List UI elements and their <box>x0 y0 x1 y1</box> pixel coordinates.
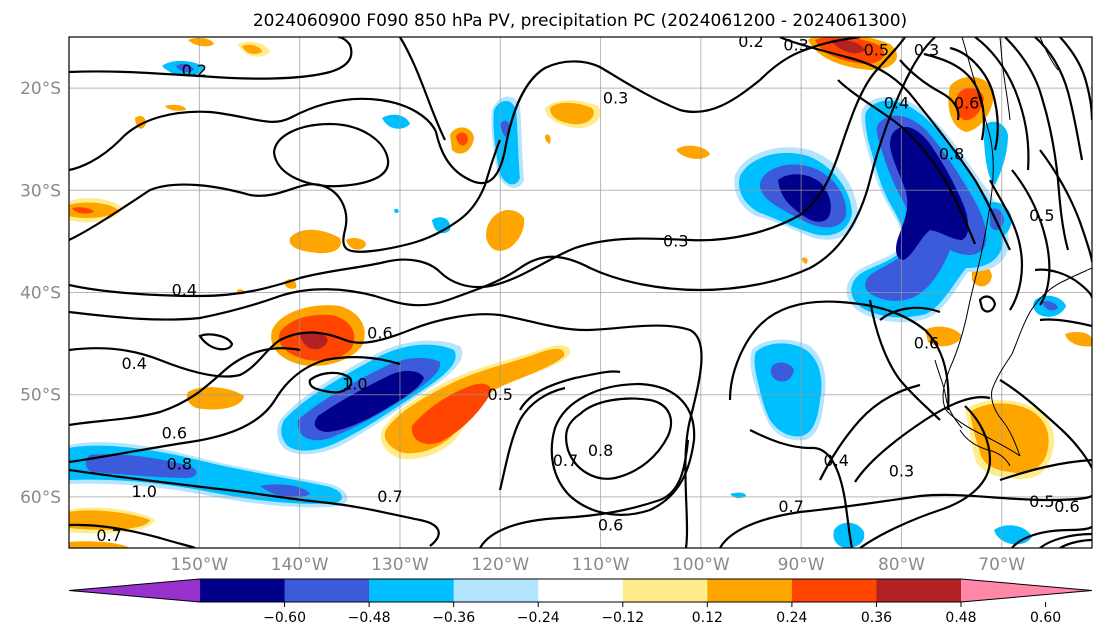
colorbar-tick-label: 0.48 <box>945 610 976 626</box>
contour-value-label: 0.4 <box>884 94 909 113</box>
lat-tick-label: 50°S <box>20 386 61 406</box>
lat-tick-label: 20°S <box>20 79 61 99</box>
contour-value-label: 0.3 <box>914 40 939 59</box>
colorbar-outline <box>68 578 1093 603</box>
lat-tick-label: 60°S <box>20 488 61 508</box>
lon-tick-label: 80°W <box>878 555 925 575</box>
colorbar: −0.60 −0.48 −0.36 −0.24 −0.12 0.12 0.24 0.36 0.4… <box>68 578 1093 626</box>
contour-value-label: 0.7 <box>377 487 402 506</box>
colorbar-segment <box>538 579 624 602</box>
longitude-labels: 150°W 140°W 130°W 120°W 110°W 100°W 90°W 80°W 70… <box>170 555 1025 575</box>
colorbar-segment <box>200 579 286 602</box>
contour-value-label: 0.4 <box>824 451 849 470</box>
contour-value-label: 0.4 <box>172 281 197 300</box>
colorbar-segment <box>791 579 877 602</box>
contour-value-label: 0.6 <box>162 424 187 443</box>
lon-tick-label: 100°W <box>672 555 730 575</box>
lat-tick-label: 40°S <box>20 284 61 304</box>
precip-negative-shading <box>69 60 1066 548</box>
contour-value-label: 0.2 <box>738 32 763 51</box>
lat-tick-label: 30°S <box>20 181 61 201</box>
colorbar-tick-label: −0.36 <box>432 610 475 626</box>
contour-value-label: 0.6 <box>598 516 623 535</box>
contour-value-label: 0.6 <box>954 94 979 113</box>
lon-tick-label: 70°W <box>978 555 1025 575</box>
contour-value-label: 0.7 <box>553 451 578 470</box>
contour-value-label: 0.7 <box>96 526 121 545</box>
colorbar-tick-label: −0.48 <box>348 610 391 626</box>
colorbar-extend-high <box>961 579 1092 602</box>
figure-title: 2024060900 F090 850 hPa PV, precipitatio… <box>253 11 907 31</box>
contour-value-label: 0.2 <box>182 61 207 80</box>
latitude-labels: 20°S 30°S 40°S 50°S 60°S <box>20 79 61 508</box>
colorbar-segment <box>876 579 962 602</box>
colorbar-tick-label: −0.24 <box>517 610 560 626</box>
map-body: 0.20.2 0.3 0.5 0.30.3 0.4 0.60.80.30.50.40.60… <box>69 32 1092 548</box>
lon-tick-label: 120°W <box>471 555 529 575</box>
lon-tick-label: 110°W <box>572 555 630 575</box>
colorbar-tick-label: 0.60 <box>1030 610 1061 626</box>
colorbar-segment <box>707 579 793 602</box>
contour-value-label: 1.0 <box>131 482 156 501</box>
contour-value-label: 0.8 <box>588 441 613 460</box>
contour-value-label: 1.0 <box>342 375 367 394</box>
colorbar-tick-label: 0.24 <box>776 610 807 626</box>
colorbar-tick-label: −0.60 <box>263 610 306 626</box>
lon-tick-label: 130°W <box>371 555 429 575</box>
colorbar-segment <box>369 579 455 602</box>
contour-value-label: 0.3 <box>783 35 808 54</box>
contour-value-label: 0.6 <box>914 334 939 353</box>
contour-value-label: 0.3 <box>663 232 688 251</box>
coastline <box>934 37 1092 467</box>
lon-tick-label: 90°W <box>778 555 825 575</box>
contour-labels: 0.20.2 0.3 0.5 0.30.3 0.4 0.60.80.30.50.40.60… <box>96 32 1079 545</box>
map-frame <box>68 36 1093 549</box>
lon-tick-label: 140°W <box>271 555 329 575</box>
pv-contours <box>69 37 1092 548</box>
colorbar-segment <box>453 579 539 602</box>
contour-value-label: 0.6 <box>1054 497 1079 516</box>
contour-value-label: 0.5 <box>1029 206 1054 225</box>
contour-value-label: 0.8 <box>167 454 192 473</box>
contour-value-label: 0.4 <box>121 354 146 373</box>
contour-value-label: 0.6 <box>367 323 392 342</box>
contour-value-label: 0.3 <box>603 88 628 107</box>
colorbar-tick-label: −0.12 <box>601 610 644 626</box>
colorbar-extend-low <box>69 579 200 602</box>
contour-value-label: 0.5 <box>864 40 889 59</box>
contour-value-label: 0.8 <box>939 145 964 164</box>
contour-value-label: 0.7 <box>778 497 803 516</box>
contour-value-label: 0.5 <box>488 385 513 404</box>
colorbar-segment <box>284 579 370 602</box>
contour-value-label: 0.3 <box>889 461 914 480</box>
colorbar-segment <box>622 579 708 602</box>
contour-value-label: 0.5 <box>1029 492 1054 511</box>
lon-tick-label: 150°W <box>170 555 228 575</box>
colorbar-tick-label: 0.12 <box>692 610 723 626</box>
colorbar-tick-label: 0.36 <box>861 610 892 626</box>
